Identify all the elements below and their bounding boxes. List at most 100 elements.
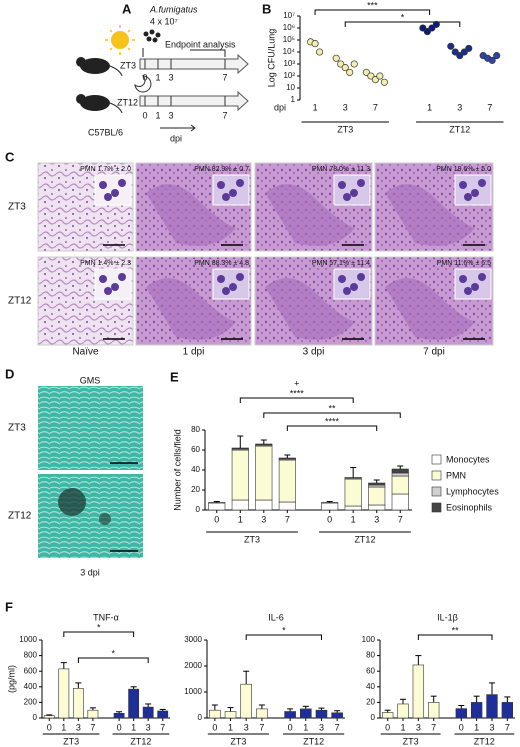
bar [58,668,70,719]
y-tick-label: 80 [191,425,200,434]
significance-label: * [97,622,101,632]
column-label: Naïve [72,347,99,358]
data-point [332,54,340,62]
data-point [488,56,496,64]
x-tick-label: 0 [459,722,464,732]
timeline-tick-label: 1 [155,72,160,82]
timeline-tick-label: 3 [168,110,173,120]
bar [157,710,169,719]
inset-cell [343,287,351,295]
significance-label: * [401,12,405,22]
bar [315,709,328,719]
column-label: 3 dpi [303,347,325,358]
legend-swatch [431,470,442,481]
data-point [432,20,440,28]
y-tick-label: 80 [366,651,375,660]
caption: 3 dpi [80,567,100,577]
x-tick-label: 1 [228,722,233,732]
bar-segment [344,477,362,479]
gms-image [38,474,143,558]
legend-label: PMN [446,470,466,480]
row-label: ZT12 [8,511,32,522]
inset-cell [222,287,230,295]
pmn-label: PMN 82.9% ± 0.7 [194,166,249,173]
tissue-region [265,278,355,340]
inset-cell [459,275,467,283]
timeline-tick-label: 7 [222,110,227,120]
bar [382,712,394,719]
tissue-region [385,184,475,246]
group-label: ZT12 [449,124,470,134]
y-tick-label: 2000 [184,661,202,670]
inset-cell [217,181,225,189]
x-tick-label: 7 [398,514,403,524]
gms-title: GMS [80,375,101,385]
y-tick-label: 10⁶ [283,23,295,32]
bar [412,664,425,719]
dpi-label: dpi [170,133,182,143]
inset-cell [343,193,351,201]
x-tick-label: 0 [288,722,293,732]
bar [428,702,440,719]
moon-icon [134,75,152,93]
y-tick-label: 10³ [283,59,295,68]
significance-bracket [263,412,401,418]
timeline-tick-label: 7 [222,72,227,82]
group-label: ZT3 [63,736,79,746]
timeline-label: ZT12 [117,97,138,107]
bar-segment [231,447,249,450]
inset-cell [478,179,486,187]
bar [224,711,237,719]
group-label: ZT12 [354,534,375,544]
y-tick-label: 1000 [19,635,37,644]
bar-segment [278,501,296,511]
panel-label: C [5,149,15,164]
pmn-label: PMN 78.0% ± 11.3 [312,166,370,173]
tissue-region [146,184,236,246]
bar-segment [391,493,409,511]
x-tick-label: 7 [373,102,378,112]
group-label: ZT3 [403,736,419,746]
group-label: ZT3 [244,534,260,544]
x-tick-label: 1 [474,722,479,732]
significance-bracket [239,397,354,403]
sun-rays [105,25,135,55]
timeline-tick-label: 0 [142,72,147,82]
y-tick-label: 40 [366,682,375,691]
x-tick-label: 7 [90,722,95,732]
inset-cell [357,179,365,187]
significance-label: ** [452,625,460,635]
legend-label: Monocytes [446,454,490,464]
bar-segment [391,475,409,495]
bar-segment [278,457,296,460]
significance-bracket [77,657,149,663]
x-tick-label: 1 [427,102,432,112]
group-label: ZT3 [337,124,353,134]
y-tick-label: 600 [24,666,38,675]
x-tick-label: 3 [416,722,421,732]
bar [142,706,154,719]
data-point [316,48,324,56]
timeline-tick-label: 1 [155,110,160,120]
bar-segment [231,449,249,501]
bar-segment [368,504,386,511]
x-tick-label: 7 [335,722,340,732]
panel-label: A [122,1,132,16]
x-tick-label: 1 [313,102,318,112]
dpi-arrow [160,124,196,132]
significance-label: + [294,378,299,388]
data-point [350,60,358,68]
inset-cell [104,193,112,201]
legend-label: Lymphocytes [446,486,499,496]
bar-segment [344,505,362,511]
bar [43,715,55,719]
group-label: ZT12 [303,736,324,746]
x-tick-label: 3 [457,102,462,112]
inset-cell [350,189,358,197]
y-tick-label: 20 [366,698,375,707]
panel-label: E [170,369,179,384]
x-tick-label: 1 [61,722,66,732]
chart-title: TNF-α [93,612,119,622]
y-axis-label: (pg/ml) [6,665,16,693]
